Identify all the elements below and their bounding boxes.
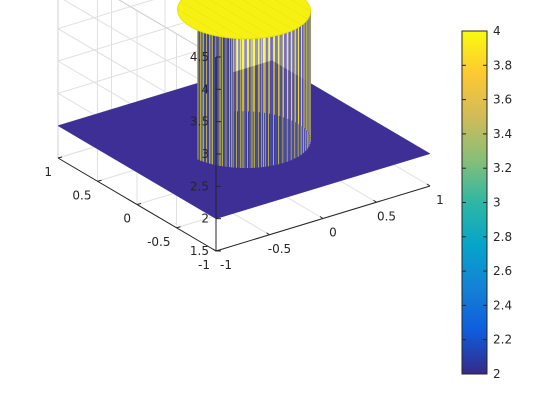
plot-layer [57, 0, 431, 219]
y-tick [215, 249, 221, 252]
x-tick [426, 183, 431, 187]
y-tick-label: 1 [44, 165, 52, 179]
y-tick [97, 179, 102, 182]
cylinder-wall [197, 0, 311, 168]
cylinder-top-mesh [225, 0, 284, 34]
x-tick [212, 248, 217, 252]
x-tick-label: -1 [220, 258, 232, 272]
x-tick-label: 0 [329, 226, 337, 240]
z-tick-label: 4.5 [190, 50, 209, 64]
z-tick-label: 2 [201, 212, 209, 226]
z-tick-label: 3.5 [190, 115, 209, 129]
x-tick [373, 199, 377, 203]
y-tick-label: 0 [123, 212, 131, 226]
axes-layer: 1.5 2 2.5 3 3.5 4 4.5 -1 -0.5 0 0.5 1 -1 -0.5 0 0.5 1 [44, 50, 443, 272]
y-tick [57, 156, 63, 159]
colorbar-tick-label: 3.8 [493, 58, 512, 72]
cylinder-top-mesh [180, 1, 244, 39]
x-tick [266, 232, 270, 236]
z-tick-label: 3 [201, 147, 209, 161]
x-tick-label: 1 [436, 193, 444, 207]
y-tick [176, 226, 181, 229]
cylinder-top-mesh [193, 0, 259, 39]
y-tick-label: -0.5 [147, 235, 170, 249]
cylinder-top-mesh [290, 0, 311, 12]
colorbar-tick-label: 2 [493, 367, 501, 381]
colorbar-tick-label: 3.4 [493, 127, 512, 141]
colorbar-tick-label: 2.8 [493, 230, 512, 244]
colorbar-tick-label: 3.6 [493, 93, 512, 107]
x-tick [319, 216, 324, 219]
colorbar-tick-label: 2.4 [493, 298, 512, 312]
cylinder-top-mesh [177, 9, 226, 38]
cylinder-top-mesh [242, 0, 294, 31]
colorbar-tick-label: 4 [493, 24, 501, 38]
colorbar-tick-label: 3.2 [493, 161, 512, 175]
y-tick-label: -1 [198, 258, 210, 272]
colorbar-tick-label: 2.6 [493, 264, 512, 278]
colorbar-tick-label: 3 [493, 196, 501, 210]
y-tick [136, 203, 142, 205]
cylinder-top-mesh [258, 0, 302, 26]
colorbar-tick-label: 2.2 [493, 333, 512, 347]
colorbar: 2 2.2 2.4 2.6 2.8 3 3.2 3.4 3.6 3.8 4 [461, 24, 512, 381]
cylinder-top-mesh [209, 0, 273, 37]
x-tick-label: 0.5 [377, 209, 396, 223]
z-tick-label: 4 [201, 82, 209, 96]
z-tick-label: 2.5 [190, 179, 209, 193]
cylinder-top-mesh [274, 0, 308, 20]
grid-line [63, 0, 217, 90]
x-tick-label: -0.5 [268, 242, 291, 256]
z-tick-label: 1.5 [190, 244, 209, 258]
y-tick-label: 0.5 [72, 188, 91, 202]
box-edge [118, 0, 217, 58]
